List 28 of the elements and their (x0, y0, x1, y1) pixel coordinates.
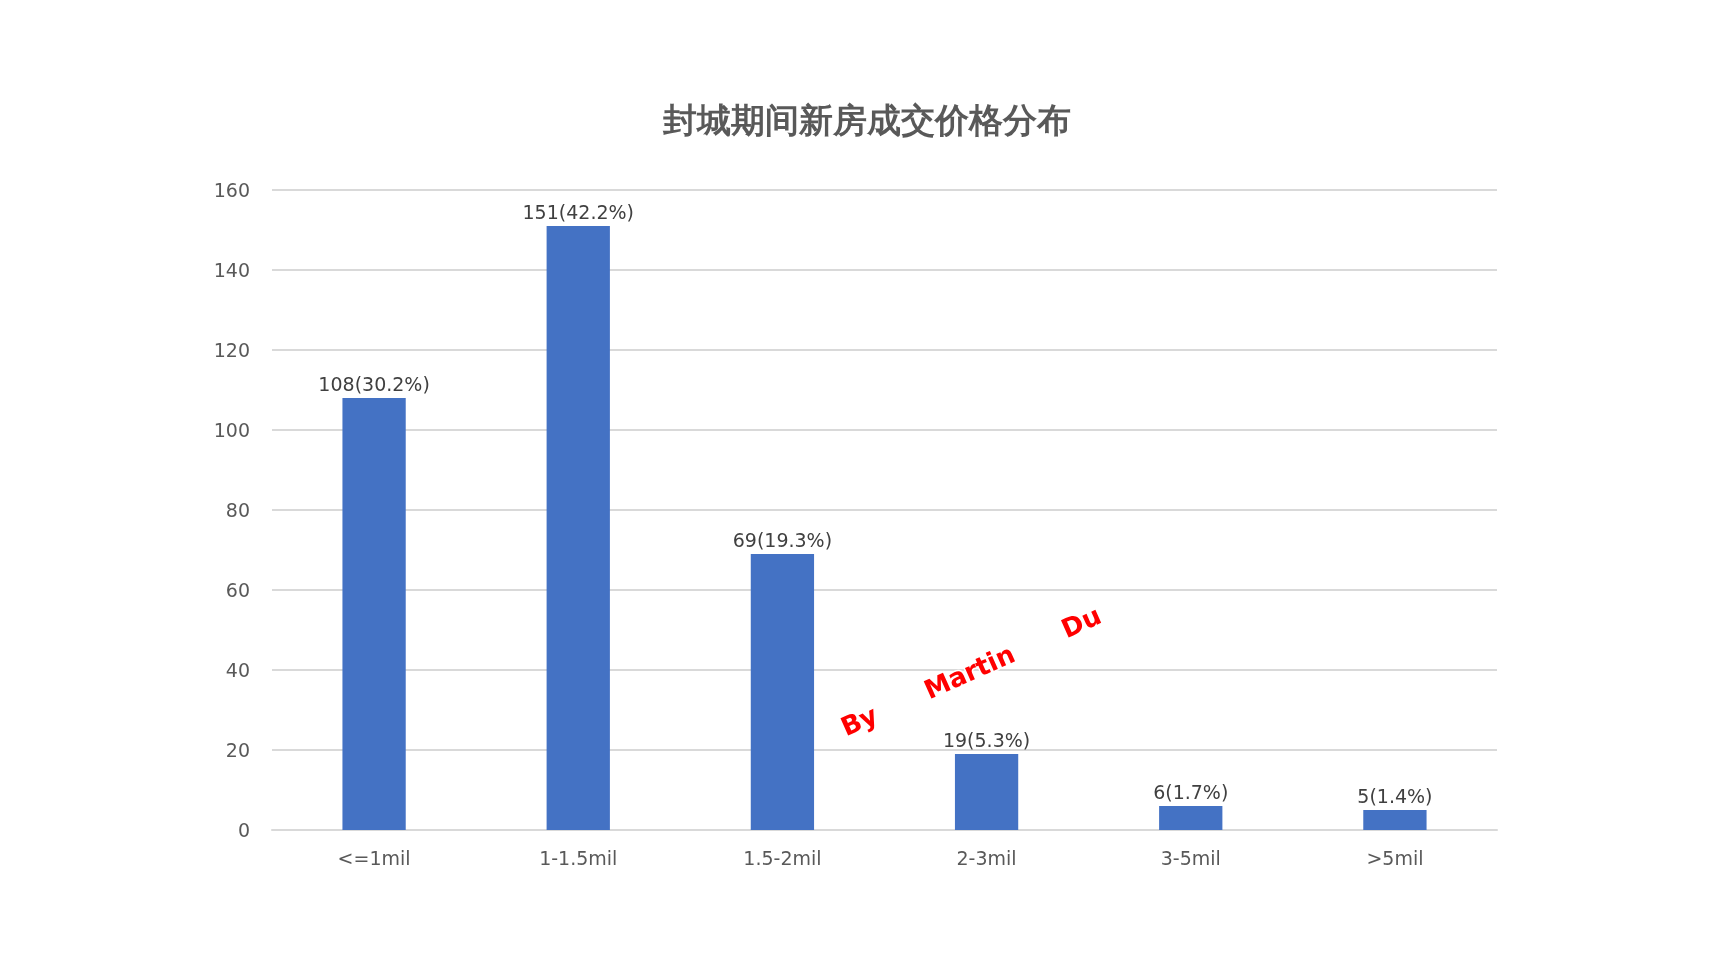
x-tick-label: 1-1.5mil (539, 846, 618, 869)
y-tick-label: 100 (213, 419, 250, 441)
data-label: 5(1.4%) (1357, 784, 1433, 807)
x-tick-label: 3-5mil (1160, 846, 1221, 869)
bar (1159, 806, 1223, 830)
bar (342, 398, 406, 830)
x-tick-label: >5mil (1366, 846, 1424, 869)
chart-title: 封城期间新房成交价格分布 (662, 100, 1071, 140)
x-tick-label: 1.5-2mil (743, 846, 822, 869)
bar (1363, 810, 1427, 830)
y-tick-label: 160 (213, 179, 250, 201)
y-tick-label: 20 (225, 739, 250, 761)
y-tick-label: 0 (237, 819, 250, 841)
y-tick-label: 60 (225, 579, 250, 601)
bar (750, 554, 815, 830)
y-tick-label: 140 (213, 259, 250, 281)
data-label: 108(30.2%) (318, 372, 430, 395)
x-tick-label: <=1mil (337, 846, 411, 869)
data-label: 69(19.3%) (732, 528, 833, 551)
data-label: 151(42.2%) (522, 200, 634, 223)
data-label: 19(5.3%) (942, 728, 1031, 751)
y-tick-label: 120 (213, 339, 250, 361)
data-label: 6(1.7%) (1153, 780, 1229, 803)
bar (546, 226, 610, 830)
bar (954, 754, 1019, 830)
y-tick-label: 80 (225, 499, 250, 521)
y-tick-label: 40 (225, 659, 250, 681)
x-tick-label: 2-3mil (956, 846, 1017, 869)
